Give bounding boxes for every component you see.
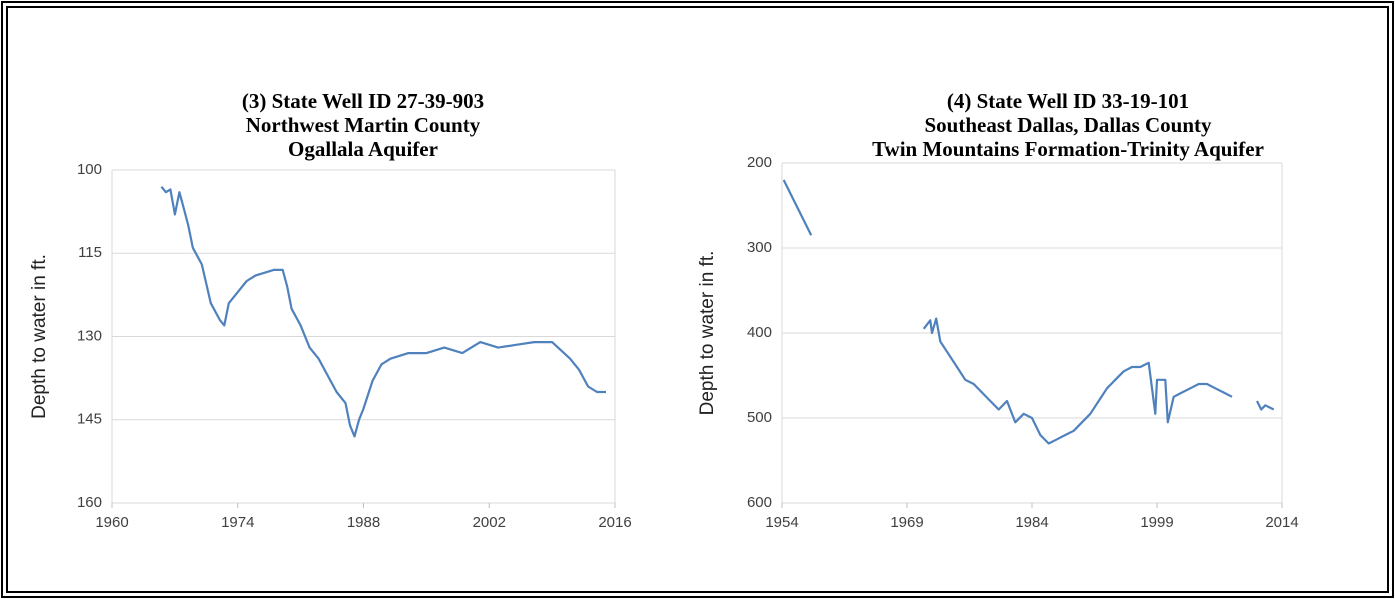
x-tick-label: 1960 — [95, 514, 128, 531]
x-tick-label: 2002 — [473, 514, 506, 531]
y-tick-label: 500 — [747, 409, 772, 426]
chart-title: (3) State Well ID 27-39-903 — [242, 89, 484, 113]
x-tick-label: 1969 — [890, 514, 923, 531]
y-tick-label: 115 — [78, 244, 102, 261]
inner-frame — [6, 6, 1389, 593]
y-axis-label: Depth to water in ft. — [697, 251, 718, 416]
x-tick-label: 1984 — [1015, 514, 1048, 531]
y-tick-label: 300 — [747, 239, 772, 256]
data-line — [160, 186, 606, 438]
x-tick-label: 2016 — [598, 514, 631, 531]
y-axis-label: Depth to water in ft. — [29, 254, 50, 419]
chart-title: Twin Mountains Formation-Trinity Aquifer — [872, 137, 1264, 161]
x-tick-label: 2014 — [1265, 514, 1298, 531]
y-tick-label: 600 — [747, 494, 772, 511]
data-line — [782, 179, 1275, 445]
x-tick-label: 1954 — [765, 514, 798, 531]
chart-title: Northwest Martin County — [246, 113, 481, 137]
x-tick-label: 1999 — [1140, 514, 1173, 531]
y-tick-label: 160 — [77, 494, 102, 511]
chart-title: Ogallala Aquifer — [288, 137, 438, 161]
y-tick-label: 100 — [77, 161, 102, 178]
chart-title: (4) State Well ID 33-19-101 — [947, 89, 1189, 113]
y-tick-label: 130 — [77, 327, 102, 344]
y-tick-label: 400 — [747, 324, 772, 341]
y-tick-label: 200 — [747, 154, 772, 171]
x-tick-label: 1974 — [221, 514, 254, 531]
y-tick-label: 145 — [77, 411, 102, 428]
chart-title: Southeast Dallas, Dallas County — [924, 113, 1212, 137]
x-tick-label: 1988 — [347, 514, 380, 531]
